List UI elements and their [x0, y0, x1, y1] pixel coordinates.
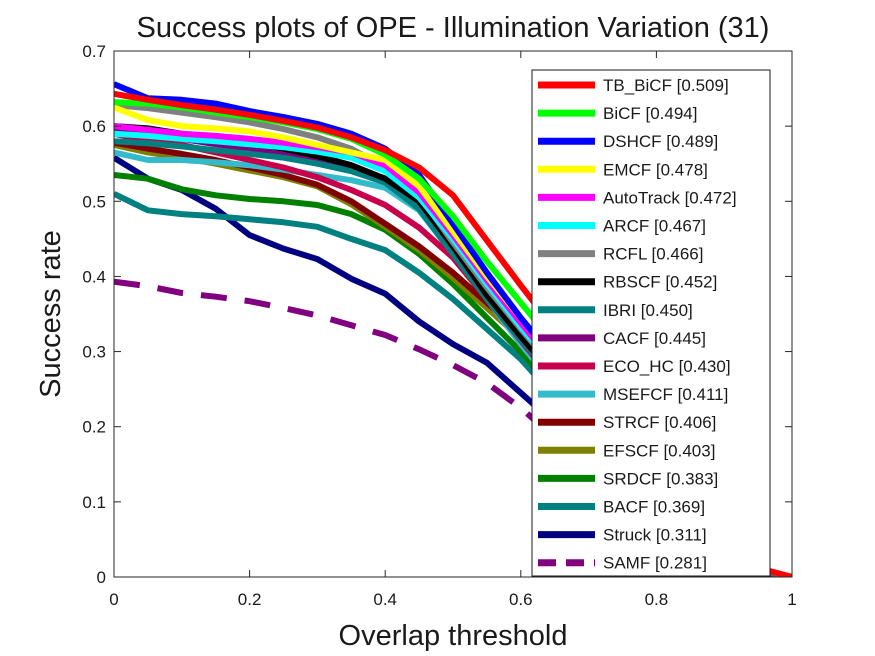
legend-entry: RBSCF [0.452] [538, 273, 717, 292]
y-tick-label: 0.2 [82, 418, 106, 437]
axes: 0 0.2 0.4 0.6 0.8 1 0 0.1 0.2 0.3 0.4 0.5 0.6 0.7 [82, 42, 796, 609]
x-tick-label: 0.2 [238, 590, 262, 609]
legend-entry: BACF [0.369] [538, 498, 705, 517]
y-tick-label: 0.1 [82, 493, 106, 512]
legend-entry: ARCF [0.467] [538, 217, 706, 236]
legend-entry: DSHCF [0.489] [538, 132, 718, 151]
legend-entry: MSEFCF [0.411] [538, 385, 728, 404]
x-tick-label: 0.6 [509, 590, 533, 609]
legend-label: STRCF [0.406] [603, 413, 716, 432]
legend-entry: SRDCF [0.383] [538, 469, 718, 488]
legend-entry: EFSCF [0.403] [538, 441, 715, 460]
y-tick-label: 0.6 [82, 117, 106, 136]
legend-label: TB_BiCF [0.509] [603, 76, 729, 95]
axes-box [113, 50, 793, 578]
legend-label: RBSCF [0.452] [603, 273, 717, 292]
legend-box [531, 69, 771, 577]
x-tick-label: 0 [109, 590, 118, 609]
legend-entry: STRCF [0.406] [538, 413, 716, 432]
legend-label: AutoTrack [0.472] [603, 188, 737, 207]
legend-entry: BiCF [0.494] [538, 104, 698, 123]
x-tick-label: 0.8 [645, 590, 669, 609]
legend-label: SAMF [0.281] [603, 554, 707, 573]
y-tick-label: 0.3 [82, 343, 106, 362]
legend-entry: EMCF [0.478] [538, 160, 708, 179]
legend-label: EFSCF [0.403] [603, 441, 715, 460]
legend-entry: AutoTrack [0.472] [538, 188, 737, 207]
x-tick-label: 0.4 [373, 590, 397, 609]
x-axis-label: Overlap threshold [339, 620, 568, 652]
y-axis-label: Success rate [35, 230, 67, 398]
legend-entry: CACF [0.445] [538, 329, 706, 348]
legend-label: CACF [0.445] [603, 329, 706, 348]
y-tick-label: 0 [97, 568, 106, 587]
legend-label: ECO_HC [0.430] [603, 357, 731, 376]
legend-entry: ECO_HC [0.430] [538, 357, 731, 376]
legend-label: BiCF [0.494] [603, 104, 698, 123]
legend-label: IBRI [0.450] [603, 301, 693, 320]
y-tick-label: 0.5 [82, 192, 106, 211]
legend-label: Struck [0.311] [603, 526, 707, 545]
legend-entry: SAMF [0.281] [538, 554, 707, 573]
legend-label: RCFL [0.466] [603, 245, 703, 264]
legend-label: BACF [0.369] [603, 498, 705, 517]
y-tick-label: 0.4 [82, 267, 106, 286]
legend-label: MSEFCF [0.411] [603, 385, 728, 404]
legend-entry: RCFL [0.466] [538, 245, 703, 264]
legend-entry: IBRI [0.450] [538, 301, 693, 320]
y-tick-label: 0.7 [82, 42, 106, 61]
legend-label: ARCF [0.467] [603, 217, 706, 236]
x-tick-label: 1 [787, 590, 796, 609]
legend: TB_BiCF [0.509] BiCF [0.494] DSHCF [0.489]… [531, 69, 771, 577]
legend-entry: TB_BiCF [0.509] [538, 76, 729, 95]
legend-label: DSHCF [0.489] [603, 132, 718, 151]
legend-entry: Struck [0.311] [538, 526, 707, 545]
chart-title: Success plots of OPE - Illumination Vari… [137, 12, 770, 44]
legend-label: SRDCF [0.383] [603, 469, 718, 488]
legend-label: EMCF [0.478] [603, 160, 708, 179]
